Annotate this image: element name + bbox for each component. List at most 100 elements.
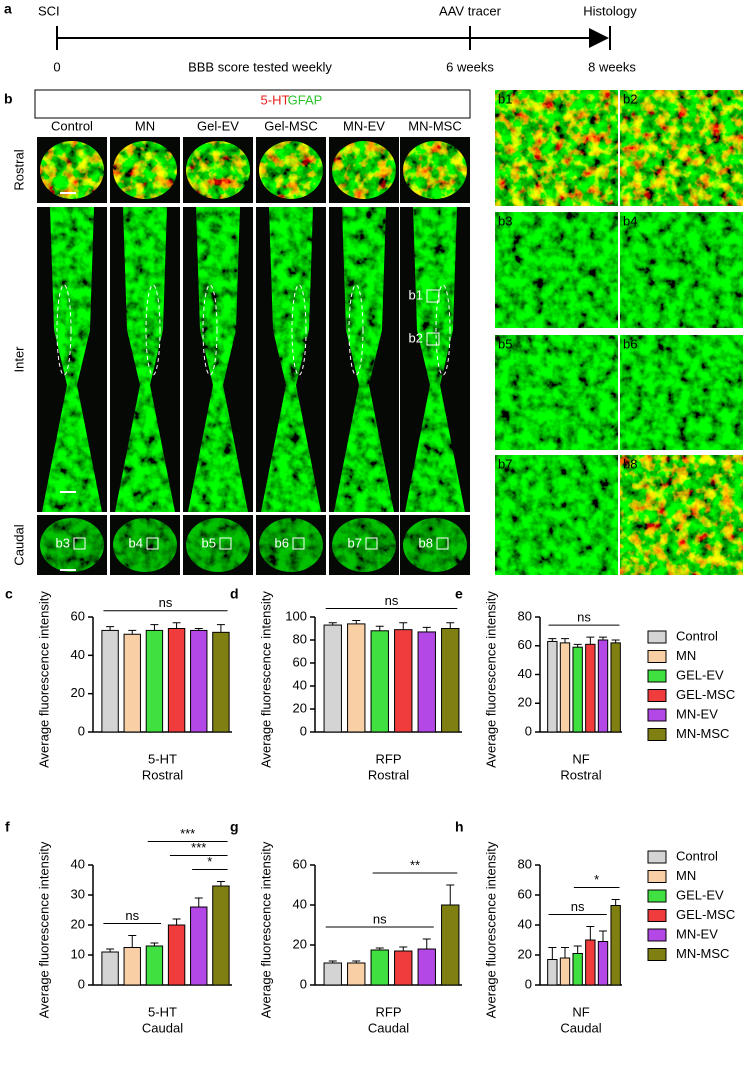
section-caudal <box>40 518 104 572</box>
legend-label: Control <box>676 628 718 643</box>
legend-swatch <box>647 669 667 683</box>
legend-swatch <box>647 650 667 663</box>
header-box <box>34 89 471 119</box>
error-bar <box>561 638 569 643</box>
section-caudal <box>403 518 467 572</box>
bar <box>347 962 366 986</box>
bar <box>167 924 186 986</box>
inset-label: b6 <box>275 535 289 550</box>
zoom-label: b7 <box>498 456 512 471</box>
bar <box>323 962 342 986</box>
x-axis-label: Rostral <box>142 767 183 782</box>
error-bar <box>216 881 225 886</box>
bar <box>101 629 119 733</box>
y-tick-label: 40 <box>293 677 307 692</box>
legend-swatch <box>647 689 667 702</box>
y-tick-label: 60 <box>293 654 307 669</box>
error-bar <box>328 960 337 963</box>
zoom-label: b3 <box>498 213 512 228</box>
y-tick-label: 20 <box>293 700 307 715</box>
x-axis-label: Caudal <box>368 1020 409 1035</box>
legend-label: MN <box>676 868 696 883</box>
x-axis-label: Rostral <box>368 767 409 782</box>
y-tick-label: 100 <box>285 608 307 623</box>
timeline-label: AAV tracer <box>439 3 502 18</box>
error-bar <box>194 628 203 631</box>
bar <box>572 953 583 986</box>
row-label: Rostral <box>11 149 26 190</box>
error-bar <box>352 619 361 624</box>
error-bar <box>194 897 203 907</box>
section-inter <box>42 207 102 512</box>
significance-label: ns <box>125 908 139 923</box>
bar <box>370 630 389 733</box>
bar <box>323 624 342 733</box>
section-inter <box>115 207 175 512</box>
stain-label: 5-HT <box>261 92 290 107</box>
column-label: Gel-EV <box>197 118 239 133</box>
dashed-outline <box>348 284 364 376</box>
legend-swatch <box>647 630 667 644</box>
panel-label: d <box>230 586 239 602</box>
zoom-micrograph <box>495 212 618 328</box>
inset-label: b4 <box>129 535 143 550</box>
significance-label: * <box>207 854 212 869</box>
bar <box>547 959 558 986</box>
zoom-micrograph <box>495 455 618 575</box>
bar <box>101 951 119 986</box>
error-bar <box>172 622 181 629</box>
y-tick-label: 20 <box>71 685 85 700</box>
zoom-micrograph <box>495 335 618 450</box>
row-label: Caudal <box>11 524 26 565</box>
inset-label: b5 <box>202 535 216 550</box>
micrographs <box>37 90 743 575</box>
panel-label: b <box>4 91 13 107</box>
section-inter <box>334 207 394 512</box>
error-bar <box>375 625 384 631</box>
y-tick-label: 0 <box>300 723 307 738</box>
y-axis-label: Average fluorescence intensity <box>258 841 273 1018</box>
x-axis-label: RFP <box>376 1004 402 1019</box>
panel-label: f <box>5 819 10 835</box>
zoom-micrograph <box>620 212 743 328</box>
error-bar <box>328 622 337 626</box>
significance-label: ns <box>385 593 399 608</box>
column-label: Control <box>51 118 93 133</box>
y-tick-label: 60 <box>518 637 532 652</box>
bar <box>212 885 230 986</box>
legend-label: GEL-MSC <box>676 687 735 702</box>
x-axis-label: Caudal <box>142 1020 183 1035</box>
y-tick-label: 20 <box>518 695 532 710</box>
zoom-label: b5 <box>498 336 512 351</box>
bar <box>585 643 596 733</box>
timeline-label: 0 <box>53 59 60 74</box>
error-bar <box>128 629 137 635</box>
error-bar <box>573 945 582 954</box>
legend-swatch <box>647 928 667 942</box>
error-bar <box>399 946 408 951</box>
y-tick-label: 40 <box>293 896 307 911</box>
section-caudal <box>259 518 323 572</box>
section-rostral <box>186 141 250 199</box>
y-tick-label: 80 <box>518 856 532 871</box>
panel-b: b 5-HT GFAP <box>4 89 471 119</box>
panel-label: h <box>455 819 464 835</box>
bar <box>123 947 141 986</box>
dashed-outline <box>291 284 307 376</box>
panel-label: c <box>5 586 13 602</box>
x-axis-label: 5-HT <box>148 751 177 766</box>
legend-label: MN <box>676 648 696 663</box>
error-bar <box>611 639 620 643</box>
error-bar <box>548 947 557 960</box>
error-bar <box>106 626 115 631</box>
legend-label: Control <box>676 848 718 863</box>
y-tick-label: 20 <box>518 946 532 961</box>
y-tick-label: 30 <box>71 886 85 901</box>
y-tick-label: 0 <box>525 976 532 991</box>
error-bar <box>599 636 607 640</box>
section-caudal <box>113 518 177 572</box>
bar <box>597 639 609 733</box>
inset-label: b8 <box>419 535 433 550</box>
bar <box>123 633 141 733</box>
dashed-outline <box>202 284 218 376</box>
